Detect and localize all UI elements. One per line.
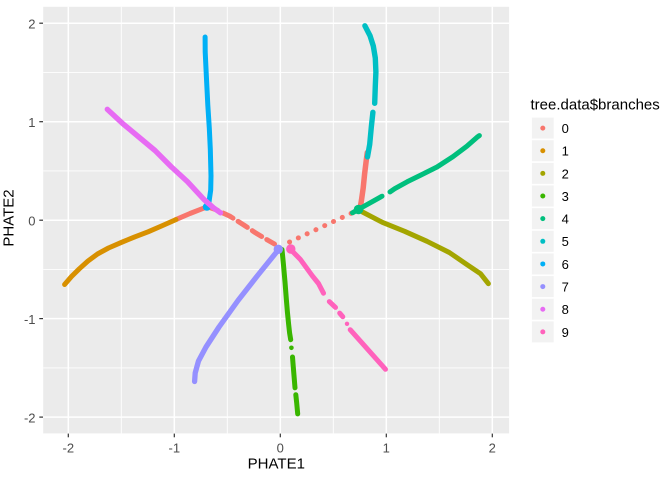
svg-text:2: 2 [489, 440, 496, 455]
svg-text:-2: -2 [63, 440, 75, 455]
svg-text:2: 2 [562, 166, 569, 181]
svg-text:-1: -1 [24, 312, 36, 327]
svg-text:1: 1 [383, 440, 390, 455]
svg-text:-2: -2 [24, 410, 36, 425]
svg-text:3: 3 [562, 189, 569, 204]
svg-text:4: 4 [562, 212, 569, 227]
svg-text:9: 9 [562, 325, 569, 340]
svg-text:8: 8 [562, 302, 569, 317]
svg-text:1: 1 [28, 115, 35, 130]
svg-text:0: 0 [562, 121, 569, 136]
svg-text:6: 6 [562, 257, 569, 272]
svg-text:0: 0 [28, 213, 35, 228]
svg-text:7: 7 [562, 279, 569, 294]
svg-text:tree.data$branches: tree.data$branches [531, 96, 660, 113]
svg-text:-1: -1 [169, 440, 181, 455]
svg-text:0: 0 [277, 440, 284, 455]
svg-text:PHATE2: PHATE2 [1, 189, 18, 246]
svg-text:2: 2 [28, 16, 35, 31]
svg-text:PHATE1: PHATE1 [248, 456, 305, 473]
svg-text:1: 1 [562, 144, 569, 159]
svg-text:5: 5 [562, 234, 569, 249]
